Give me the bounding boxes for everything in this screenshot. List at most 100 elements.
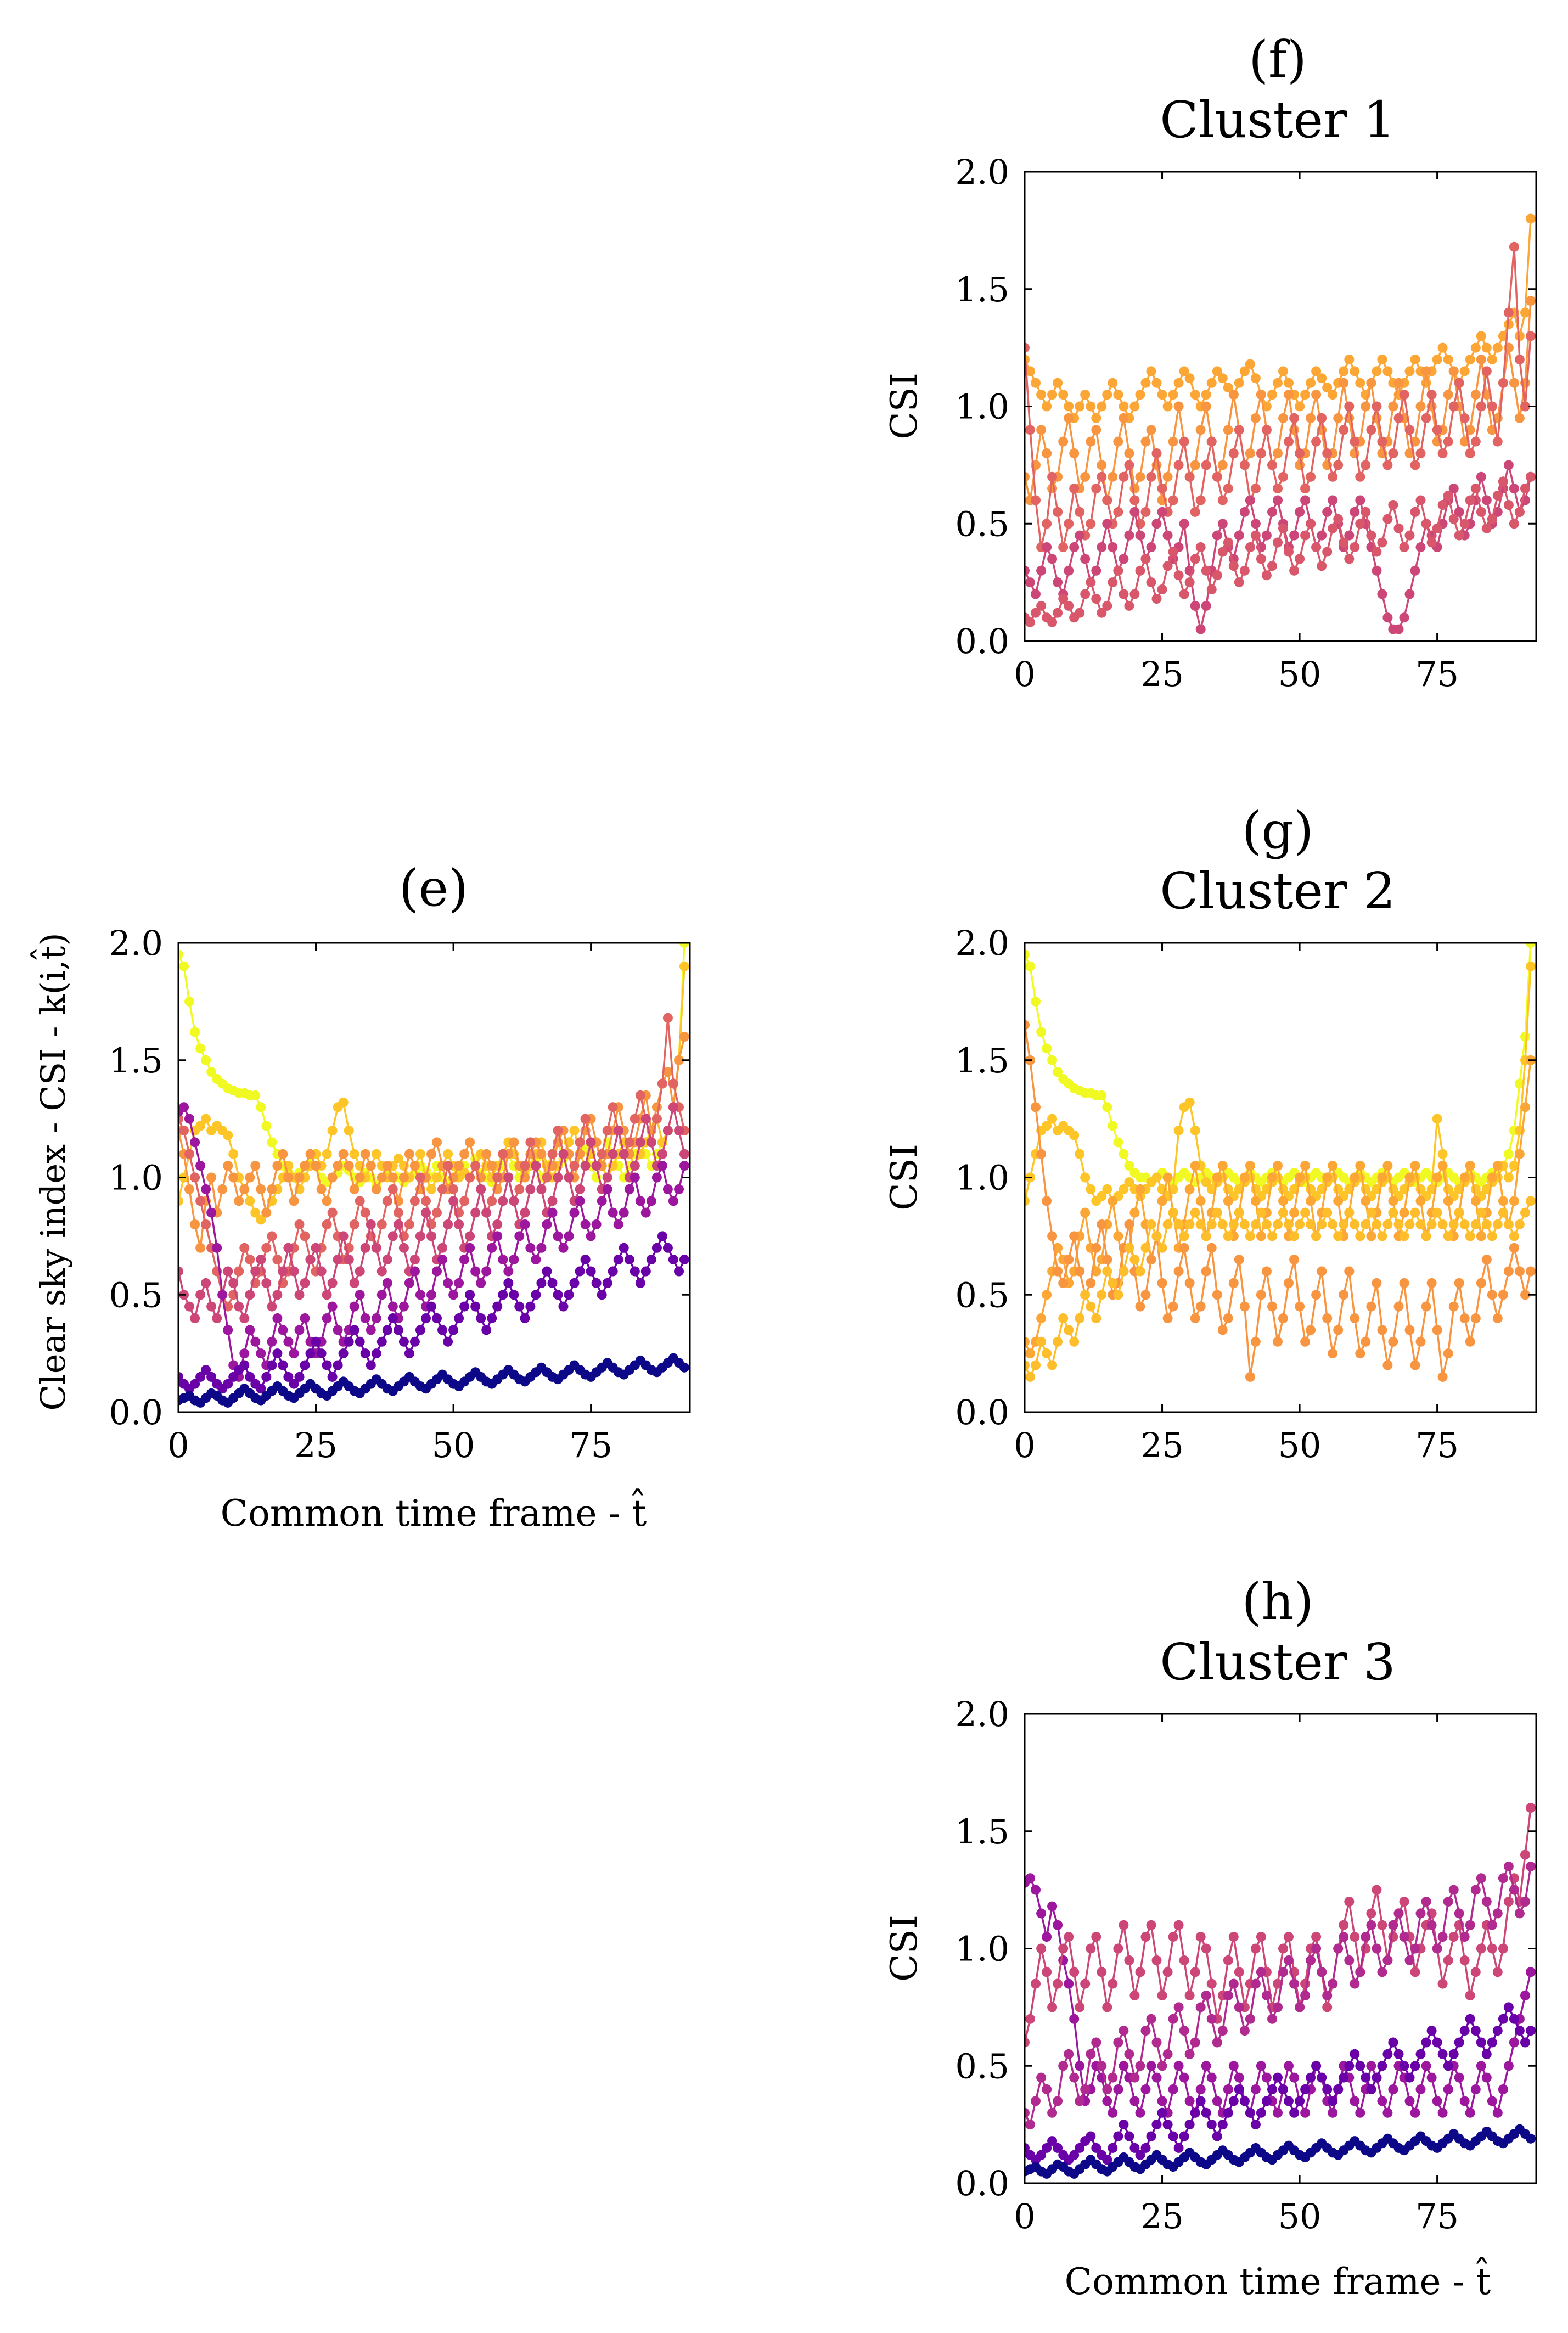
- data-point: [1322, 2002, 1333, 2012]
- data-point: [1069, 2150, 1080, 2160]
- data-point: [1317, 1266, 1327, 1277]
- data-point: [1300, 2084, 1311, 2094]
- data-point: [1361, 1943, 1371, 1954]
- data-point: [1350, 366, 1360, 376]
- data-point: [1273, 495, 1283, 505]
- data-point: [1190, 507, 1200, 517]
- data-point: [283, 1336, 294, 1347]
- data-point: [492, 1219, 503, 1229]
- data-point: [1350, 2049, 1360, 2059]
- y-tick-label: 2.0: [955, 152, 1009, 192]
- data-point: [1410, 1161, 1420, 1171]
- data-point: [1443, 1348, 1453, 1359]
- data-point: [1250, 1219, 1261, 1229]
- data-point: [1075, 401, 1085, 412]
- data-point: [1322, 1313, 1333, 1323]
- data-point: [1075, 530, 1085, 541]
- data-point: [283, 1243, 294, 1253]
- data-point: [630, 1172, 640, 1183]
- data-point: [1025, 342, 1030, 353]
- data-point: [1080, 1172, 1091, 1183]
- data-point: [1487, 355, 1497, 364]
- data-point: [1113, 1231, 1123, 1241]
- data-point: [1273, 1336, 1283, 1347]
- data-point: [294, 1290, 305, 1300]
- y-tick-label: 1.5: [955, 1812, 1009, 1852]
- data-point: [1289, 1255, 1300, 1265]
- data-point: [1432, 1325, 1442, 1335]
- plot-area-g: 0.0 0.5 1.0 1.5 2.0 0 25 50 75: [955, 923, 1537, 1465]
- data-point: [261, 1278, 272, 1288]
- data-point: [443, 1278, 453, 1288]
- data-point: [1162, 2049, 1173, 2059]
- data-point: [437, 1243, 447, 1253]
- data-point: [591, 1219, 602, 1229]
- data-point: [1404, 366, 1415, 376]
- data-point: [1333, 514, 1344, 524]
- data-point: [1168, 390, 1178, 400]
- data-point: [1503, 1149, 1514, 1159]
- data-point: [1366, 530, 1376, 541]
- data-point: [272, 1161, 283, 1171]
- data-point: [1393, 2049, 1404, 2059]
- data-point: [454, 1313, 464, 1323]
- data-point: [1223, 484, 1233, 494]
- data-point: [1179, 519, 1189, 529]
- data-point: [1443, 390, 1453, 400]
- series-group: [1025, 1803, 1536, 2179]
- data-point: [327, 1172, 338, 1183]
- data-point: [564, 1172, 574, 1183]
- data-point: [514, 1301, 525, 1312]
- data-point: [1234, 577, 1244, 588]
- data-point: [393, 1325, 403, 1335]
- data-point: [1492, 491, 1503, 501]
- data-point: [1025, 1873, 1035, 1884]
- data-point: [409, 1255, 420, 1265]
- data-point: [1509, 2037, 1519, 2048]
- data-point: [1195, 1932, 1206, 1942]
- data-point: [1162, 401, 1173, 412]
- data-point: [448, 1196, 459, 1206]
- data-point: [1344, 1266, 1355, 1277]
- data-point: [1372, 2072, 1382, 2083]
- data-point: [635, 1278, 645, 1288]
- data-point: [1108, 471, 1118, 482]
- data-point: [1245, 495, 1255, 505]
- data-point: [179, 961, 189, 971]
- data-point: [1234, 1255, 1244, 1265]
- data-point: [1317, 1219, 1327, 1229]
- data-point: [624, 1137, 634, 1148]
- data-point: [1069, 1130, 1080, 1140]
- data-point: [432, 1207, 442, 1218]
- data-point: [1157, 2096, 1167, 2106]
- data-point: [1526, 961, 1536, 971]
- data-point: [1261, 2072, 1272, 2083]
- data-point: [1058, 436, 1069, 447]
- data-point: [1372, 565, 1382, 576]
- data-point: [404, 1278, 414, 1288]
- data-point: [613, 1126, 623, 1135]
- data-point: [349, 1278, 359, 1288]
- data-point: [1146, 2061, 1156, 2071]
- data-point: [201, 1114, 211, 1124]
- data-point: [1097, 542, 1107, 552]
- data-point: [1311, 1231, 1322, 1241]
- data-point: [1091, 413, 1101, 423]
- data-point: [344, 1255, 354, 1265]
- data-point: [1448, 1219, 1459, 1229]
- data-point: [250, 1207, 261, 1218]
- data-point: [1328, 390, 1338, 400]
- data-point: [1454, 507, 1464, 517]
- data-point: [1509, 1243, 1519, 1253]
- data-point: [1201, 1177, 1211, 1188]
- data-point: [575, 1266, 585, 1277]
- data-point: [1031, 495, 1041, 505]
- data-point: [564, 1231, 574, 1241]
- data-point: [1108, 1278, 1118, 1288]
- data-point: [1361, 1336, 1371, 1347]
- data-point: [1173, 401, 1184, 412]
- data-point: [1086, 1278, 1096, 1288]
- data-point: [1256, 1932, 1266, 1942]
- data-point: [1102, 2155, 1112, 2165]
- data-point: [553, 1290, 563, 1300]
